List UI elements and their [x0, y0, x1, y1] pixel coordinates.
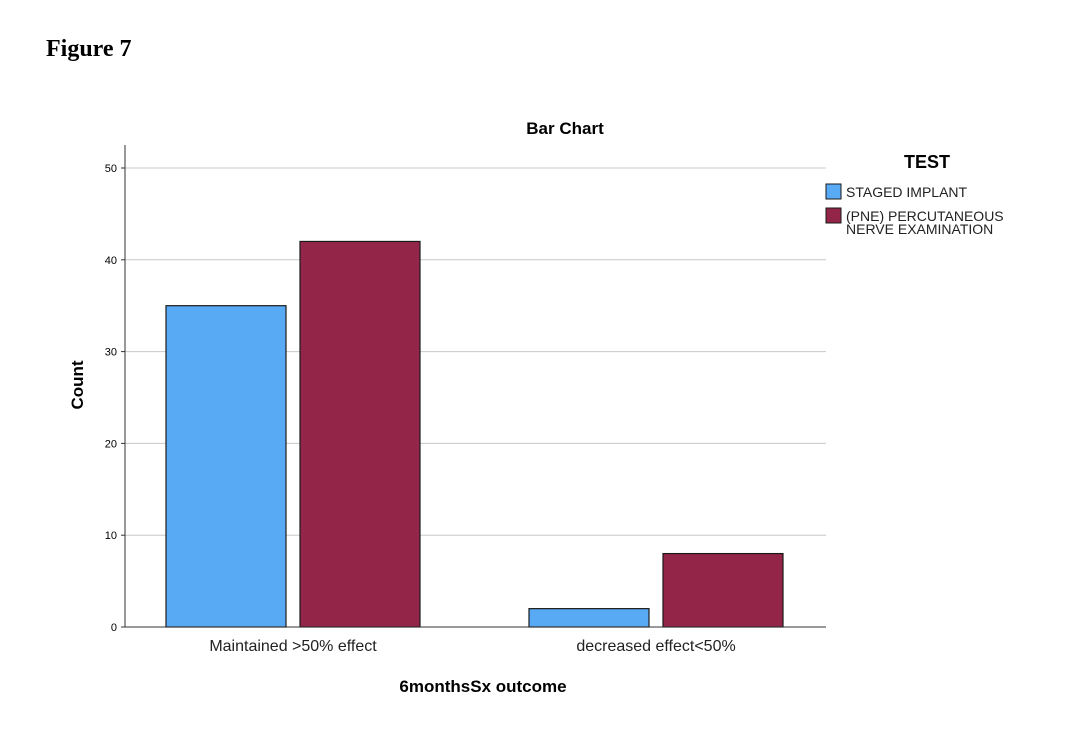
y-tick-label: 20: [105, 438, 117, 450]
axes: [121, 145, 826, 628]
x-category-label: decreased effect<50%: [576, 638, 735, 655]
legend-swatch: [825, 207, 842, 224]
legend-title: TEST: [904, 152, 950, 172]
x-axis-title: 6monthsSx outcome: [399, 677, 566, 696]
y-tick-label: 30: [105, 347, 117, 359]
legend: TEST STAGED IMPLANT (PNE) PERCUTANEOUS NER…: [825, 152, 1004, 237]
y-tick-label: 40: [105, 255, 117, 267]
y-tick-label: 10: [105, 530, 117, 542]
legend-label: STAGED IMPLANT: [846, 184, 968, 200]
x-category-labels: Maintained >50% effect decreased effect<5…: [209, 638, 735, 655]
y-tick-label: 50: [105, 163, 117, 175]
figure-label: Figure 7: [46, 36, 132, 62]
bar: [299, 240, 421, 628]
legend-label: (PNE) PERCUTANEOUS NERVE EXAMINATION: [846, 208, 1004, 237]
bar: [165, 305, 287, 628]
legend-swatch: [825, 183, 842, 200]
bars: [165, 240, 784, 628]
y-tick-labels: 0 10 20 30 40 50: [105, 163, 117, 634]
chart-title: Bar Chart: [526, 119, 604, 138]
bar: [662, 552, 784, 628]
x-category-label: Maintained >50% effect: [209, 638, 377, 655]
y-tick-label: 0: [111, 622, 117, 634]
y-axis-title: Count: [68, 360, 87, 409]
bar: [528, 608, 650, 628]
